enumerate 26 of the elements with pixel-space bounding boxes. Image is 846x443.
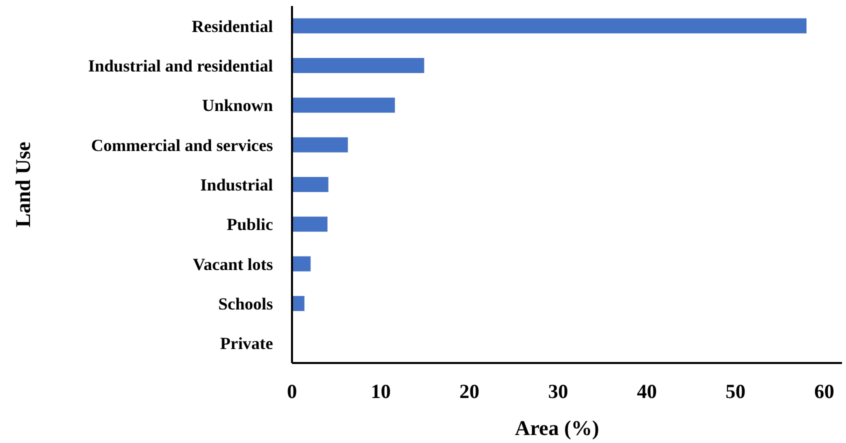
bar xyxy=(292,256,311,272)
bar xyxy=(292,58,424,74)
bar xyxy=(292,137,348,152)
y-tick-label: Residential xyxy=(192,16,274,36)
x-tick-label: 50 xyxy=(726,381,746,403)
y-tick-label: Schools xyxy=(218,294,274,314)
y-tick-label: Unknown xyxy=(202,96,274,116)
y-tick-label: Industrial and residential xyxy=(88,56,274,76)
bar xyxy=(292,18,807,34)
x-tick-label: 20 xyxy=(459,381,480,403)
x-tick-label: 60 xyxy=(814,381,834,403)
y-tick-label: Public xyxy=(226,215,274,234)
bar xyxy=(292,176,328,192)
x-tick-label: 30 xyxy=(548,381,568,403)
y-tick-label: Vacant lots xyxy=(192,254,274,274)
y-axis-title: Land Use xyxy=(11,142,35,228)
x-tick-label: 10 xyxy=(370,381,391,403)
y-tick-label: Commercial and services xyxy=(91,136,274,155)
x-tick-label: 40 xyxy=(636,381,657,403)
bar xyxy=(292,216,328,232)
y-tick-label: Industrial xyxy=(200,175,274,194)
bar xyxy=(292,296,304,312)
x-axis-title: Area (%) xyxy=(514,416,600,440)
bar xyxy=(292,98,395,113)
y-tick-label: Private xyxy=(220,334,274,354)
x-tick-label: 0 xyxy=(287,381,297,403)
